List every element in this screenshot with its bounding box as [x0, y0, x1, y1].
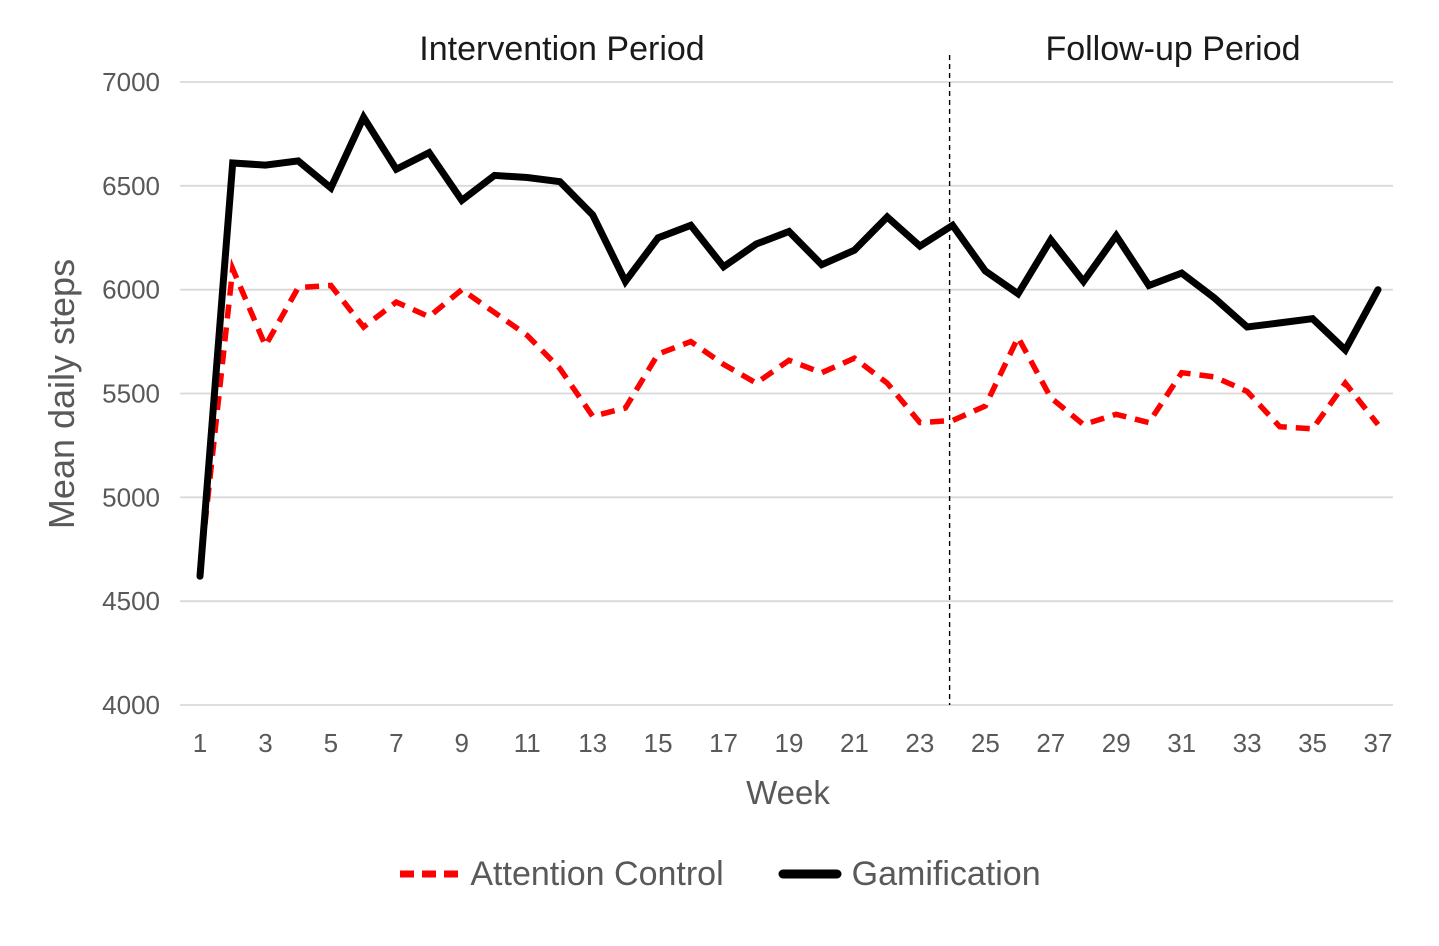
series-line-attention-control — [197, 258, 1381, 571]
x-tick-35: 35 — [1298, 728, 1327, 758]
x-tick-29: 29 — [1102, 728, 1131, 758]
x-tick-23: 23 — [905, 728, 934, 758]
x-tick-19: 19 — [775, 728, 804, 758]
x-axis-tick-labels: 1 3 5 7 9 11 13 15 17 19 21 23 25 27 29 31 33 35 37 — [193, 728, 1393, 758]
dashed-line-swatch-icon — [400, 870, 459, 878]
x-tick-1: 1 — [193, 728, 207, 758]
y-tick-6000: 6000 — [102, 275, 160, 305]
intervention-period-annotation: Intervention Period — [419, 30, 704, 68]
series-line-gamification — [196, 109, 1382, 580]
gridlines — [180, 81, 1393, 706]
solid-line-swatch-icon — [778, 869, 842, 879]
legend-label-attention-control: Attention Control — [470, 855, 724, 893]
legend-item-gamification: Gamification — [778, 854, 1041, 895]
x-tick-5: 5 — [324, 728, 338, 758]
x-tick-25: 25 — [971, 728, 1000, 758]
x-tick-7: 7 — [389, 728, 403, 758]
followup-period-annotation: Follow-up Period — [1045, 30, 1300, 68]
y-axis-tick-labels: 4000 4500 5000 5500 6000 6500 7000 — [102, 67, 160, 720]
y-tick-5000: 5000 — [102, 482, 160, 512]
x-tick-31: 31 — [1167, 728, 1196, 758]
legend-item-attention-control: Attention Control — [398, 854, 724, 895]
x-tick-15: 15 — [644, 728, 673, 758]
y-tick-5500: 5500 — [102, 379, 160, 409]
x-tick-11: 11 — [514, 728, 541, 758]
x-tick-33: 33 — [1233, 728, 1262, 758]
x-tick-37: 37 — [1364, 728, 1393, 758]
x-axis-title: Week — [746, 774, 830, 811]
y-tick-6500: 6500 — [102, 171, 160, 201]
y-tick-4500: 4500 — [102, 586, 160, 616]
y-tick-4000: 4000 — [102, 690, 160, 720]
x-tick-27: 27 — [1036, 728, 1065, 758]
x-tick-17: 17 — [709, 728, 738, 758]
y-axis-title: Mean daily steps — [41, 259, 82, 529]
legend: Attention Control Gamification — [0, 854, 1439, 895]
x-tick-13: 13 — [578, 728, 607, 758]
x-tick-21: 21 — [840, 728, 869, 758]
series-lines — [196, 109, 1382, 580]
y-tick-7000: 7000 — [102, 67, 160, 97]
x-tick-9: 9 — [455, 728, 469, 758]
x-tick-3: 3 — [258, 728, 272, 758]
legend-label-gamification: Gamification — [851, 855, 1041, 893]
